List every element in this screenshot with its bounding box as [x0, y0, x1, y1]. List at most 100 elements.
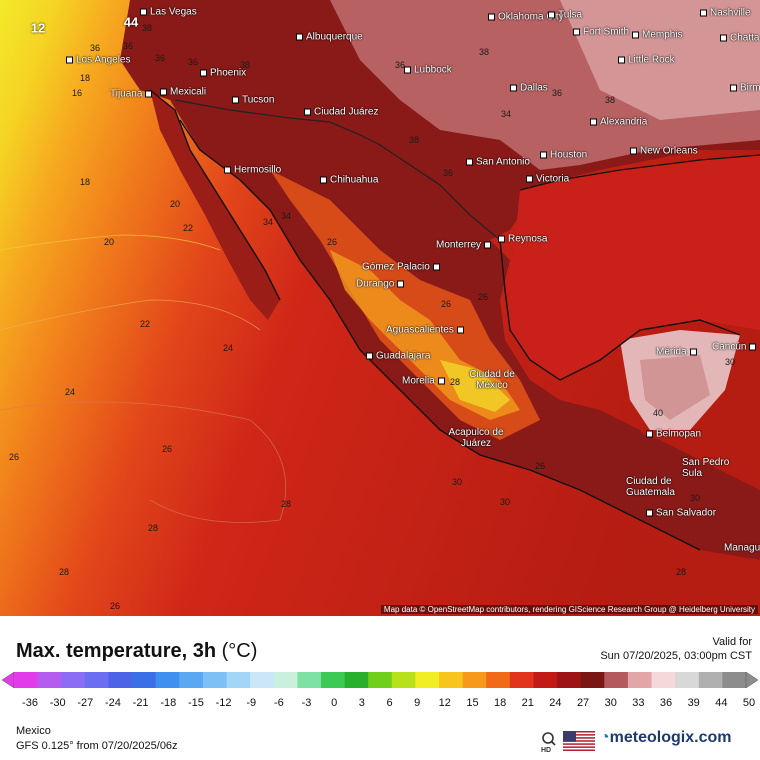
svg-text:HD: HD	[541, 747, 551, 753]
city-marker	[484, 241, 492, 249]
city-marker	[632, 31, 639, 39]
city-marker	[232, 96, 239, 104]
city-label: Nashville	[700, 8, 751, 19]
model-info: GFS 0.125° from 07/20/2025/06z	[16, 740, 178, 752]
color-scale-segment	[155, 672, 180, 688]
city-name: Phoenix	[210, 67, 247, 79]
isotherm-label: 26	[534, 461, 546, 471]
temperature-map[interactable]: Las Vegas Oklahoma City Tulsa Nashville …	[0, 0, 760, 616]
isotherm-label: 24	[64, 387, 76, 397]
city-name: Las Vegas	[150, 6, 197, 18]
city-label: Little Rock	[618, 55, 675, 66]
city-label: Fort Smith	[573, 27, 629, 38]
city-marker	[397, 280, 405, 288]
city-marker	[66, 56, 73, 64]
isotherm-label: 28	[280, 499, 292, 509]
isotherm-label: 34	[280, 211, 292, 221]
color-scale-tick-label: -27	[77, 697, 94, 709]
city-name: Fort Smith	[583, 26, 630, 38]
map-attribution: Map data © OpenStreetMap contributors, r…	[380, 605, 758, 614]
city-marker	[456, 326, 464, 334]
meteologix-logo[interactable]: ◔meteologix.com	[600, 729, 731, 747]
city-name: Reynosa	[508, 233, 548, 245]
color-scale-tick-label: 12	[438, 697, 451, 709]
city-name: Belmopan	[656, 428, 702, 440]
city-marker	[432, 263, 440, 271]
city-name: Alexandria	[600, 116, 648, 128]
city-name: Little Rock	[628, 54, 675, 66]
region-name: Mexico	[16, 725, 51, 737]
city-label: Acapulco de Juárez	[446, 427, 506, 449]
city-marker	[590, 118, 597, 126]
isotherm-label: 36	[154, 53, 166, 63]
isotherm-label: 36	[394, 60, 406, 70]
us-flag-icon[interactable]	[563, 731, 595, 751]
city-label: Albuquerque	[296, 32, 363, 43]
color-scale-tick-label: -21	[132, 697, 149, 709]
city-label: Guadalajara	[366, 351, 430, 362]
city-name: Albuquerque	[306, 31, 363, 43]
logo-mark-icon: ◔	[600, 729, 610, 746]
city-name: San Pedro Sula	[682, 457, 730, 479]
city-marker	[145, 90, 153, 98]
city-label: Reynosa	[498, 234, 547, 245]
legend-title: Max. temperature, 3h (°C)	[16, 640, 257, 663]
city-name: Victoria	[536, 173, 570, 185]
city-name: Mérida	[656, 346, 687, 358]
isotherm-label: 26	[109, 601, 121, 611]
isotherm-label: 22	[139, 319, 151, 329]
city-label: Dallas	[510, 83, 548, 94]
city-label: Las Vegas	[140, 7, 197, 18]
city-name: Chatta	[730, 32, 760, 44]
city-marker	[160, 88, 167, 96]
color-scale-tick-label: -24	[105, 697, 121, 709]
valid-label: Valid for	[712, 636, 752, 648]
color-scale-segment	[722, 672, 747, 688]
city-label: Oklahoma City	[488, 12, 564, 23]
color-scale-bar	[2, 671, 758, 689]
color-scale-segment	[297, 672, 322, 688]
city-label: Gómez Palacio	[362, 262, 443, 273]
color-scale-segment	[675, 672, 700, 688]
isotherm-label: 34	[500, 109, 512, 119]
city-label: Tucson	[232, 95, 274, 106]
city-marker	[488, 13, 495, 21]
city-marker	[140, 8, 147, 16]
city-marker	[730, 84, 737, 92]
city-label: Alexandria	[590, 117, 647, 128]
city-name: Acapulco de Juárez	[448, 427, 504, 449]
city-name: Ciudad Juárez	[314, 106, 379, 118]
city-label: San Salvador	[646, 508, 716, 519]
city-name: Oklahoma City	[498, 11, 564, 23]
color-scale-segment	[61, 672, 86, 688]
color-scale-segment	[320, 672, 346, 688]
hd-icon[interactable]: HD	[540, 731, 558, 753]
city-marker	[498, 235, 505, 243]
color-scale-segment	[108, 672, 133, 688]
color-scale-tick-label: 3	[358, 697, 365, 709]
isotherm-label: 26	[477, 292, 489, 302]
city-name: Monterrey	[436, 239, 482, 251]
city-label: Durango	[356, 279, 407, 290]
isotherm-label: 16	[71, 88, 83, 98]
isotherm-label: 38	[141, 23, 153, 33]
city-name: Tulsa	[558, 9, 583, 21]
isotherm-label: 38	[239, 60, 251, 70]
valid-time: Sun 07/20/2025, 03:00pm CST	[600, 650, 752, 662]
city-label: Belmopan	[646, 429, 701, 440]
color-scale-tick-label: 15	[466, 697, 479, 709]
color-scale-tick-label: 44	[715, 697, 728, 709]
city-name: Memphis	[642, 29, 683, 41]
city-label: Aguascalientes	[386, 325, 467, 336]
city-name: Tucson	[242, 94, 275, 106]
city-name: Aguascalientes	[386, 324, 454, 336]
city-name: Nashville	[710, 7, 751, 19]
city-label: Houston	[540, 150, 587, 161]
city-label: Memphis	[632, 30, 683, 41]
isotherm-label: 24	[222, 343, 234, 353]
color-scale-segment	[698, 672, 723, 688]
city-marker	[689, 348, 697, 356]
city-name: Ciudad de México	[469, 369, 515, 391]
city-name: San Salvador	[656, 507, 717, 519]
city-name: Tijuana	[110, 88, 143, 100]
